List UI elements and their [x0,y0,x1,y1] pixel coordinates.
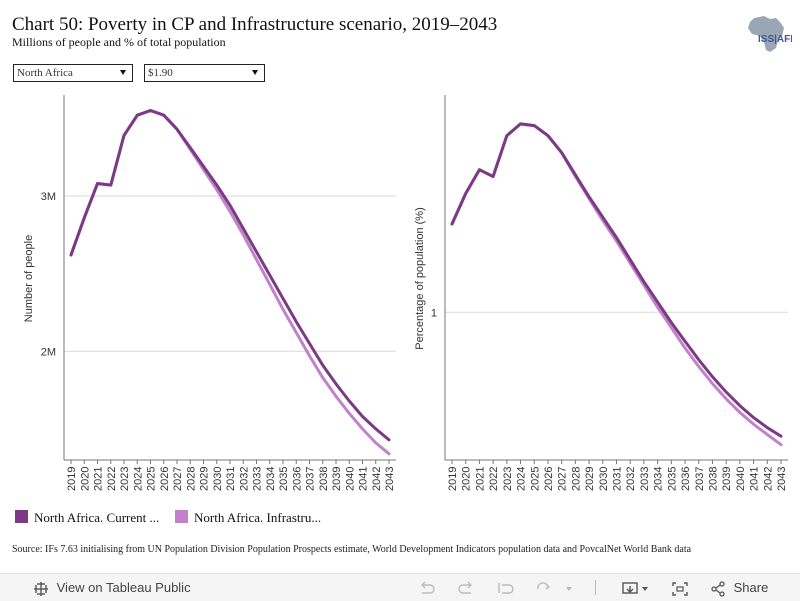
percent-chart-xtick-label: 2024 [516,467,528,491]
people-chart-xtick-label: 2032 [238,467,250,491]
people-chart-xtick-label: 2025 [146,467,158,491]
percent-chart-xtick-label: 2025 [529,467,541,491]
people-chart-xtick-label: 2021 [93,467,105,491]
redo-icon [458,581,472,594]
percent-chart-y-axis-label: Percentage of population (%) [414,207,426,349]
people-chart-xtick-label: 2022 [106,467,118,491]
people-chart-xtick-label: 2042 [371,467,383,491]
percent-chart-xtick-label: 2029 [584,467,596,491]
view-on-tableau-label: View on Tableau Public [56,580,191,595]
refresh-menu-button[interactable] [565,574,573,601]
percent-chart-xtick-label: 2038 [707,467,719,491]
chevron-down-icon [252,70,258,75]
percent-chart-xtick-label: 2042 [762,467,774,491]
tableau-toolbar: View on Tableau Public Share [0,573,800,601]
people-chart-xtick-label: 2028 [185,467,197,491]
people-chart-series-infrastructure-line [69,109,391,456]
percent-chart-xtick-label: 2040 [735,467,747,491]
chart-subtitle: Millions of people and % of total popula… [12,35,226,49]
legend-label-infrastructure: North Africa. Infrastru... [194,510,322,525]
chart-title: Chart 50: Poverty in CP and Infrastructu… [12,14,498,35]
people-chart-xtick-label: 2040 [344,467,356,491]
refresh-button[interactable] [535,574,553,601]
redo-button[interactable] [457,574,475,601]
iss-africa-logo: ISS|AFI [748,16,792,52]
people-chart-y-axis-label: Number of people [23,235,35,322]
people-chart-xtick-label: 2035 [278,467,290,491]
legend-swatch-infrastructure [175,510,188,523]
refresh-icon [537,581,551,590]
download-icon [622,581,648,594]
percent-chart-xtick-label: 2020 [461,467,473,491]
view-on-tableau-button[interactable]: View on Tableau Public [33,574,191,601]
logo-text: ISS|AFI [758,34,792,45]
percent-chart-xtick-label: 2036 [680,467,692,491]
poverty-line-dropdown[interactable]: $1.90 [144,64,265,82]
percent-chart-series-current-path-line [450,122,783,438]
people-chart-xtick-label: 2023 [119,467,131,491]
percent-chart-xtick-label: 2030 [598,467,610,491]
percent-chart-xtick-label: 2034 [653,467,665,491]
percent-chart-xtick-label: 2019 [447,467,459,491]
people-chart-xtick-label: 2043 [384,467,396,491]
people-chart-xtick-label: 2027 [172,467,184,491]
source-note: Source: IFs 7.63 initialising from UN Po… [12,544,692,555]
people-chart-ytick-label: 2M [41,346,56,358]
poverty-line-dropdown-value: $1.90 [148,67,173,79]
toolbar-divider [595,580,596,595]
share-button[interactable]: Share [710,574,768,601]
chevron-down-icon [566,586,572,591]
people-chart-xtick-label: 2020 [79,467,91,491]
region-dropdown-value: North Africa [17,67,73,79]
people-chart-series-current-path-line [69,109,391,442]
undo-icon [421,581,435,594]
percent-chart-xtick-label: 2032 [625,467,637,491]
percent-chart-xtick-label: 2031 [612,467,624,491]
people-chart-xtick-label: 2031 [225,467,237,491]
people-chart-ytick-label: 3M [41,191,56,203]
people-chart-xtick-label: 2037 [305,467,317,491]
legend-label-current-path: North Africa. Current ... [34,510,160,525]
people-chart-xtick-label: 2034 [265,467,277,491]
fullscreen-button[interactable] [671,574,689,601]
chevron-down-icon [120,70,126,75]
revert-icon [498,582,514,594]
people-chart-xtick-label: 2024 [132,467,144,491]
legend-item-infrastructure[interactable]: North Africa. Infrastru... [175,510,321,526]
percent-chart-xtick-label: 2023 [502,467,514,491]
percent-chart-xtick-label: 2037 [694,467,706,491]
share-icon [711,580,725,597]
africa-map-shape [748,16,784,52]
people-chart-xtick-label: 2041 [358,467,370,491]
people-chart-xtick-label: 2030 [212,467,224,491]
percent-chart-xtick-label: 2022 [488,467,500,491]
people-chart-xtick-label: 2036 [291,467,303,491]
region-dropdown[interactable]: North Africa [13,64,133,82]
people-chart-xtick-label: 2019 [66,467,78,491]
legend-swatch-current-path [15,510,28,523]
percent-chart-xtick-label: 2041 [749,467,761,491]
percent-chart-xtick-label: 2021 [474,467,486,491]
percent-chart-xtick-label: 2027 [557,467,569,491]
percent-chart-xtick-label: 2026 [543,467,555,491]
revert-button[interactable] [497,574,515,601]
percent-chart-ytick-label: 1 [431,307,437,319]
percent-chart-xtick-label: 2028 [570,467,582,491]
fullscreen-icon [672,581,688,596]
download-button[interactable] [622,574,650,601]
tableau-icon [34,581,48,596]
percent-chart-xtick-label: 2043 [776,467,788,491]
people-chart-xtick-label: 2039 [331,467,343,491]
share-label: Share [733,580,769,595]
people-chart-xtick-label: 2029 [199,467,211,491]
percent-chart-xtick-label: 2035 [666,467,678,491]
people-chart-xtick-label: 2026 [159,467,171,491]
percent-chart-xtick-label: 2033 [639,467,651,491]
people-chart-xtick-label: 2033 [252,467,264,491]
percent-chart-xtick-label: 2039 [721,467,733,491]
undo-button[interactable] [418,574,436,601]
people-chart-xtick-label: 2038 [318,467,330,491]
legend-item-current-path[interactable]: North Africa. Current ... [15,510,159,526]
